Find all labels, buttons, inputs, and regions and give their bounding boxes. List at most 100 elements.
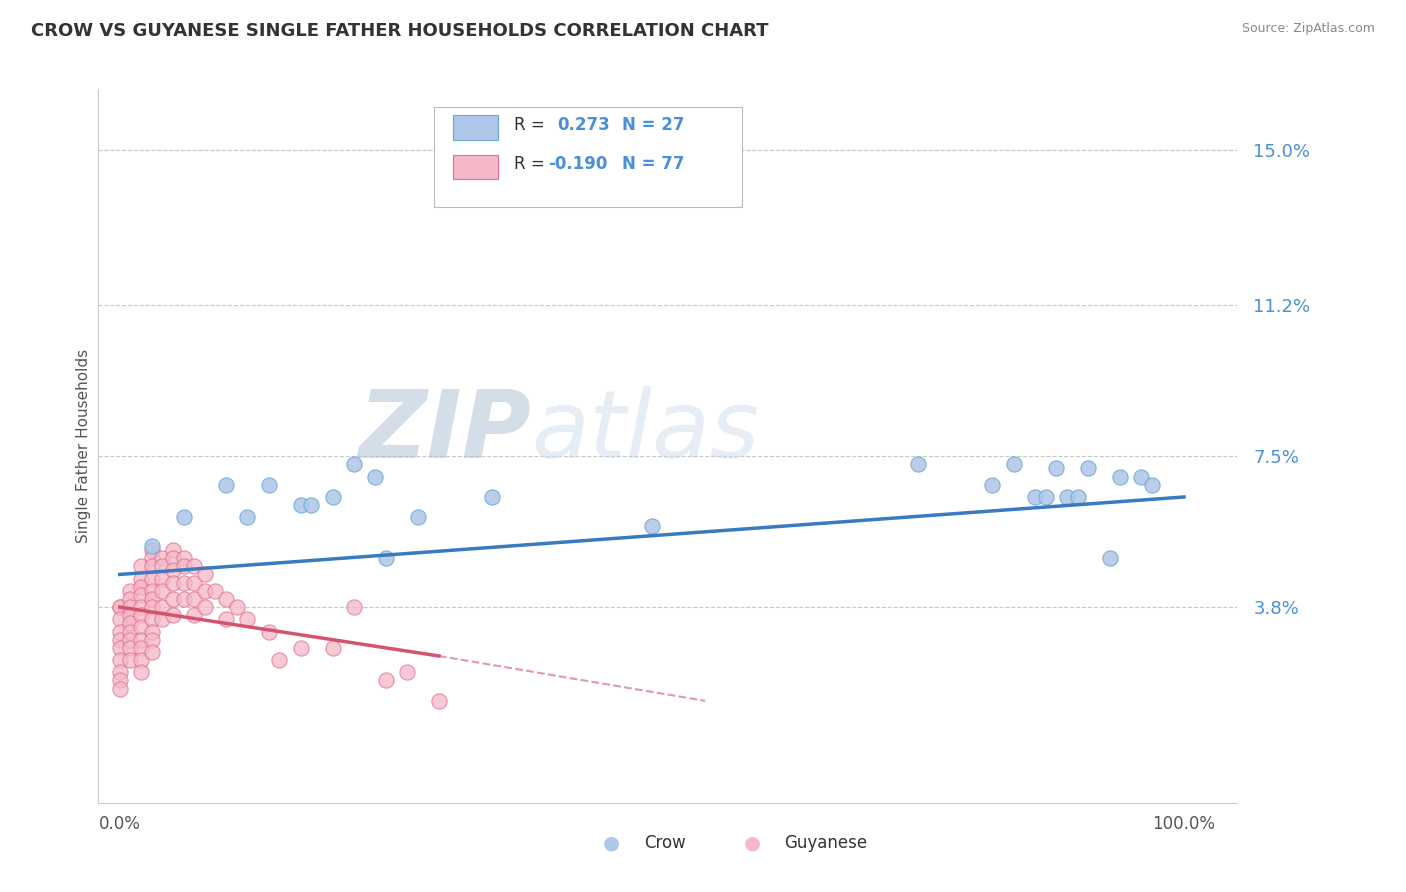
Point [141, 612, 163, 626]
Text: ZIP: ZIP [359, 385, 531, 478]
Point [1002, 458, 1025, 472]
Point [236, 510, 259, 524]
Point [1130, 469, 1153, 483]
Point [150, 551, 173, 566]
Point [173, 551, 195, 566]
Point [162, 563, 184, 577]
Y-axis label: Single Father Households: Single Father Households [76, 349, 91, 543]
Point [290, 498, 312, 512]
Point [1045, 461, 1067, 475]
Text: Crow: Crow [644, 834, 686, 852]
Point [406, 510, 429, 524]
Point [290, 640, 312, 655]
Text: -0.190: -0.190 [548, 155, 607, 173]
Point [141, 591, 163, 606]
Point [215, 477, 238, 491]
Point [374, 551, 396, 566]
Text: ●: ● [744, 833, 761, 853]
Point [141, 551, 163, 566]
Point [120, 653, 142, 667]
Point [150, 572, 173, 586]
Point [981, 477, 1004, 491]
Point [194, 600, 217, 615]
Point [150, 583, 173, 598]
Point [120, 640, 142, 655]
Text: atlas: atlas [531, 386, 759, 477]
Point [141, 543, 163, 558]
Point [236, 612, 259, 626]
Point [141, 572, 163, 586]
Point [141, 632, 163, 647]
Point [141, 583, 163, 598]
Point [215, 612, 238, 626]
Point [129, 620, 152, 634]
Point [129, 588, 152, 602]
Point [173, 559, 195, 574]
Point [129, 600, 152, 615]
Point [183, 608, 205, 623]
Point [322, 490, 344, 504]
Point [150, 559, 173, 574]
Text: Guyanese: Guyanese [785, 834, 868, 852]
Point [481, 490, 503, 504]
Point [120, 600, 142, 615]
Text: ●: ● [603, 833, 620, 853]
Text: N = 27: N = 27 [623, 116, 685, 134]
Point [257, 624, 280, 639]
Point [129, 608, 152, 623]
Point [162, 591, 184, 606]
Text: R =: R = [515, 116, 550, 134]
Point [108, 673, 131, 688]
Point [129, 572, 152, 586]
FancyBboxPatch shape [453, 115, 498, 140]
Point [1098, 551, 1121, 566]
Point [120, 624, 142, 639]
Point [108, 653, 131, 667]
Point [1024, 490, 1046, 504]
Point [108, 600, 131, 615]
Point [108, 632, 131, 647]
Point [1066, 490, 1088, 504]
Point [120, 583, 142, 598]
Point [173, 510, 195, 524]
Point [150, 600, 173, 615]
Point [183, 591, 205, 606]
Point [396, 665, 419, 680]
Point [141, 539, 163, 553]
Point [194, 583, 217, 598]
Point [257, 477, 280, 491]
Point [120, 616, 142, 631]
Point [343, 458, 366, 472]
Point [427, 694, 450, 708]
Text: 0.273: 0.273 [557, 116, 610, 134]
Point [162, 608, 184, 623]
Point [173, 591, 195, 606]
FancyBboxPatch shape [453, 154, 498, 179]
Point [141, 624, 163, 639]
Point [129, 559, 152, 574]
Point [343, 600, 366, 615]
Point [129, 632, 152, 647]
Point [215, 591, 238, 606]
Text: Source: ZipAtlas.com: Source: ZipAtlas.com [1241, 22, 1375, 36]
Point [162, 543, 184, 558]
Point [322, 640, 344, 655]
Point [204, 583, 226, 598]
Point [162, 575, 184, 590]
Point [374, 673, 396, 688]
Point [129, 653, 152, 667]
Point [129, 640, 152, 655]
Point [183, 575, 205, 590]
Point [183, 559, 205, 574]
Point [108, 600, 131, 615]
Point [1056, 490, 1078, 504]
Point [225, 600, 247, 615]
Point [141, 559, 163, 574]
Point [1035, 490, 1057, 504]
Point [299, 498, 322, 512]
Point [364, 469, 387, 483]
FancyBboxPatch shape [434, 107, 742, 207]
Point [907, 458, 929, 472]
Point [120, 608, 142, 623]
Point [108, 612, 131, 626]
